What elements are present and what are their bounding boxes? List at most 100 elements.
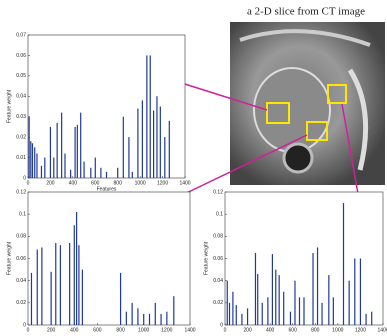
y-axis-label: Feature weight [6, 241, 12, 275]
x-tick-label: 200 [46, 180, 55, 186]
bar [29, 117, 30, 178]
bar [349, 281, 350, 325]
bar [236, 305, 237, 325]
bar [55, 243, 56, 325]
y-tick-label: 0.01 [16, 155, 26, 161]
y-axis-label: Feature weight [203, 241, 209, 275]
bar [272, 254, 273, 325]
x-tick-label: 400 [266, 327, 275, 333]
bar [80, 113, 81, 178]
bar [360, 259, 361, 326]
bar [317, 247, 318, 325]
bar [100, 168, 101, 178]
page: a 2-D slice from CT image 0 0.01 0.02 0.03 0… [0, 0, 387, 336]
bar [53, 158, 54, 178]
bar [76, 212, 77, 325]
y-tick-label: 0.08 [213, 234, 223, 240]
bar [126, 312, 127, 325]
bar [137, 109, 138, 178]
x-tick-label: 600 [289, 327, 298, 333]
bar [37, 250, 38, 325]
bar [143, 314, 144, 325]
bar [333, 297, 334, 325]
bar [328, 275, 329, 325]
bar [262, 303, 263, 325]
bar [173, 296, 174, 325]
bar [312, 253, 313, 325]
bar [120, 273, 121, 325]
bar [44, 158, 45, 178]
y-tick-label: 0.1 [19, 211, 26, 217]
bar [69, 243, 70, 325]
bar [166, 312, 167, 325]
bar [34, 147, 35, 178]
x-tick-label: 1200 [157, 180, 168, 186]
y-tick-label: 0.12 [16, 189, 26, 195]
x-axis-label: Features [97, 186, 117, 192]
bar [164, 137, 165, 178]
x-tick-label: 0 [224, 327, 227, 333]
x-tick-label: 1200 [355, 327, 366, 333]
x-tick-label: 1000 [138, 327, 149, 333]
y-tick-label: 0.06 [16, 256, 26, 262]
bar [283, 292, 284, 325]
bar [227, 281, 228, 325]
y-tick-label: 0.12 [213, 189, 223, 195]
bar [153, 111, 154, 178]
bar [156, 96, 157, 178]
bar [132, 172, 133, 178]
bar [128, 137, 129, 178]
bar [257, 274, 258, 325]
x-tick-label: 1400 [184, 327, 195, 333]
y-tick-label: 0.02 [213, 300, 223, 306]
bar [95, 158, 96, 178]
bar [106, 172, 107, 178]
bar [36, 153, 37, 178]
bar [83, 162, 84, 178]
bar [365, 314, 366, 325]
image-caption: a 2-D slice from CT image [247, 6, 365, 18]
bar [51, 272, 52, 325]
y-tick-label: 0.08 [16, 234, 26, 240]
x-tick-label: 200 [243, 327, 252, 333]
y-tick-label: 0.06 [16, 53, 26, 59]
bar [60, 245, 61, 325]
bar [142, 100, 143, 178]
x-tick-label: 400 [69, 180, 78, 186]
x-tick-label: 0 [27, 180, 30, 186]
bar [169, 121, 170, 178]
bar [78, 245, 79, 325]
bar [294, 281, 295, 325]
bar [41, 247, 42, 325]
bar [30, 141, 31, 178]
bar [160, 107, 161, 179]
y-axis-label: Feature weight [6, 89, 12, 123]
bar [57, 123, 58, 178]
bar [117, 168, 118, 178]
bar [150, 55, 151, 178]
bar [132, 303, 133, 325]
x-tick-label: 1400 [377, 327, 387, 333]
x-tick-label: 600 [93, 327, 102, 333]
bar [160, 314, 161, 325]
y-tick-label: 0.02 [16, 300, 26, 306]
bar [70, 170, 71, 178]
bar [354, 259, 355, 326]
bar [279, 275, 280, 325]
bar [64, 153, 65, 178]
y-tick-label: 0.1 [216, 211, 223, 217]
bar [299, 297, 300, 325]
y-tick-label: 0.03 [16, 114, 26, 120]
x-tick-label: 800 [311, 327, 320, 333]
plot-frame [28, 192, 190, 325]
bar [90, 168, 91, 178]
bar [77, 125, 78, 178]
x-tick-label: 800 [116, 327, 125, 333]
x-tick-label: 400 [70, 327, 79, 333]
bar [123, 117, 124, 178]
bar [232, 292, 233, 325]
bar [255, 253, 256, 325]
bar [321, 303, 322, 325]
bar [290, 312, 291, 325]
x-tick-label: 0 [27, 327, 30, 333]
